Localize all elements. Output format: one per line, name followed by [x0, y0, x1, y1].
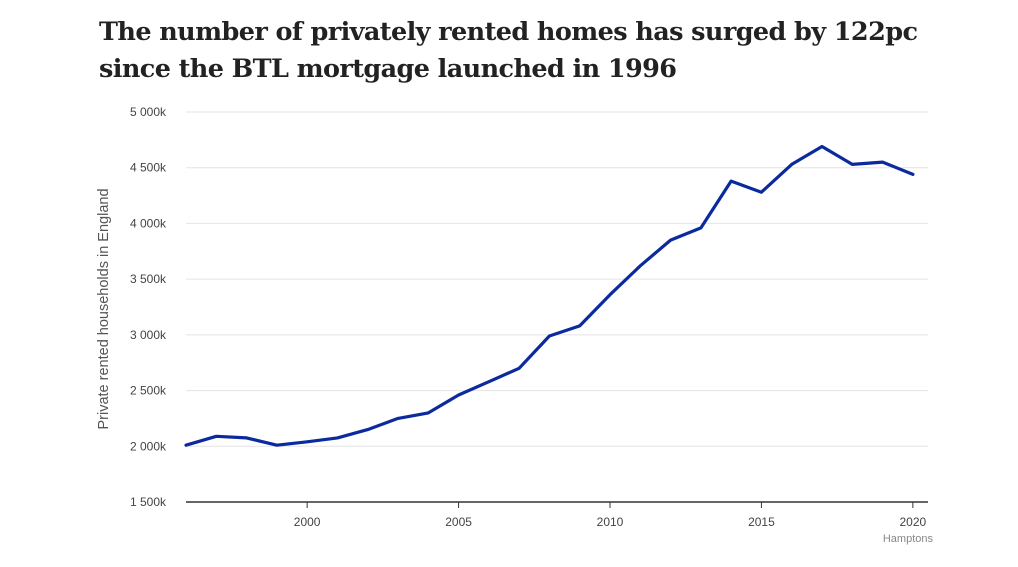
- y-tick-label: 2 500k: [130, 384, 167, 398]
- data-point: [760, 191, 763, 194]
- data-point: [517, 367, 521, 370]
- data-point: [729, 179, 733, 183]
- x-tick-label: 2005: [445, 515, 472, 529]
- data-point: [851, 163, 854, 166]
- data-point: [487, 380, 491, 383]
- data-point: [578, 324, 581, 328]
- gridlines: [186, 111, 928, 447]
- data-point: [820, 145, 824, 148]
- data-point: [305, 440, 309, 444]
- data-point: [184, 443, 188, 447]
- data-point: [639, 264, 642, 267]
- data-point: [881, 160, 884, 164]
- data-point: [366, 428, 369, 431]
- series-line: [184, 144, 915, 447]
- data-point: [457, 393, 460, 397]
- data-point: [245, 436, 248, 440]
- y-tick-label: 3 500k: [130, 272, 167, 286]
- y-tick-label: 4 500k: [130, 161, 167, 175]
- y-tick-label: 4 000k: [130, 216, 167, 230]
- y-axis-title: Private rented households in England: [96, 188, 112, 429]
- x-tick-label: 2000: [294, 515, 321, 529]
- chart-title: The number of privately rented homes has…: [99, 14, 939, 88]
- data-point: [911, 173, 915, 176]
- x-axis-ticks: 2000 2005 2010 2015 2020: [294, 502, 927, 529]
- data-point: [699, 226, 703, 230]
- data-point: [669, 238, 672, 242]
- data-point: [275, 443, 279, 447]
- y-tick-label: 5 000k: [130, 105, 167, 119]
- data-point: [427, 411, 430, 415]
- data-point: [336, 436, 339, 440]
- chart-title-line-1: The number of privately rented homes has…: [99, 17, 918, 47]
- y-tick-label: 2 000k: [130, 439, 167, 453]
- data-point: [608, 293, 612, 296]
- data-point: [215, 435, 218, 438]
- y-tick-label: 3 000k: [130, 328, 167, 342]
- data-point: [790, 163, 793, 166]
- chart-title-line-2: since the BTL mortgage launched in 1996: [99, 54, 677, 84]
- y-axis-ticks: 1 500k 2 000k 2 500k 3 000k 3 500k 4 000k 4 50…: [130, 105, 167, 509]
- x-tick-label: 2010: [597, 515, 624, 529]
- y-tick-label: 1 500k: [130, 495, 167, 509]
- data-point: [548, 334, 551, 338]
- data-point: [396, 417, 400, 420]
- x-tick-label: 2020: [900, 515, 927, 529]
- series-layer: [184, 144, 915, 447]
- x-tick-label: 2015: [748, 515, 775, 529]
- source-label: Hamptons: [883, 533, 934, 545]
